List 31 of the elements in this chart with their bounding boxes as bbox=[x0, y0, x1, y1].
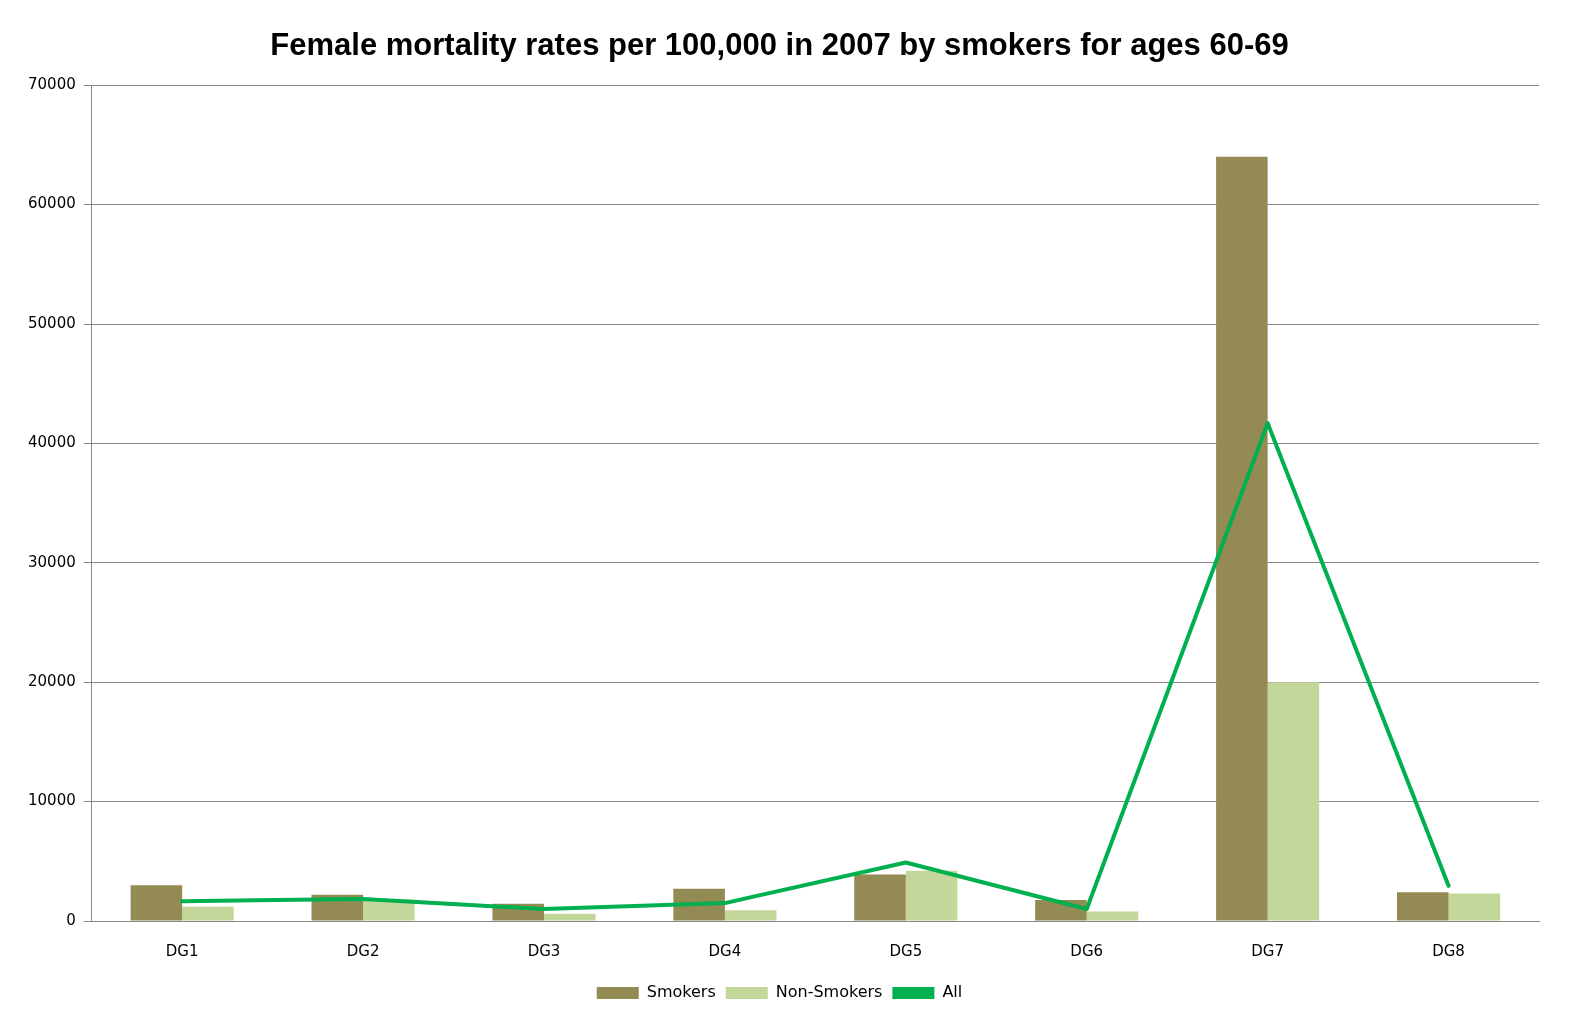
bar bbox=[854, 874, 906, 921]
bar bbox=[1267, 682, 1320, 921]
bar bbox=[130, 885, 183, 921]
x-tick-label: DG4 bbox=[708, 941, 742, 960]
bar bbox=[724, 910, 777, 921]
bar bbox=[182, 906, 234, 921]
x-tick-label: DG8 bbox=[1432, 941, 1465, 960]
chart-title: Female mortality rates per 100,000 in 2007 by smokers for ages 60-69 bbox=[270, 27, 1289, 63]
y-tick-label: 40000 bbox=[28, 433, 76, 452]
y-tick-label: 60000 bbox=[28, 194, 76, 213]
bar bbox=[543, 913, 596, 921]
x-tick-label: DG5 bbox=[889, 941, 923, 960]
legend-label: All bbox=[942, 982, 963, 1002]
y-tick-label: 70000 bbox=[28, 75, 76, 94]
x-tick-label: DG6 bbox=[1070, 941, 1104, 960]
y-tick-label: 0 bbox=[66, 910, 76, 929]
x-tick-label: DG2 bbox=[346, 941, 380, 960]
bar bbox=[905, 870, 958, 921]
y-tick-label: 10000 bbox=[28, 791, 76, 810]
bar bbox=[1448, 893, 1501, 921]
y-tick-label: 50000 bbox=[28, 313, 76, 332]
bar bbox=[1086, 911, 1139, 921]
y-tick-label: 20000 bbox=[28, 672, 76, 691]
legend-label: Smokers bbox=[646, 982, 716, 1002]
legend-label: Non-Smokers bbox=[775, 982, 883, 1002]
bar bbox=[1216, 156, 1268, 921]
y-tick-label: 30000 bbox=[28, 552, 76, 571]
bar bbox=[1396, 892, 1449, 921]
x-tick-label: DG3 bbox=[527, 941, 561, 960]
x-tick-label: DG1 bbox=[165, 941, 199, 960]
x-tick-label: DG7 bbox=[1251, 941, 1284, 960]
